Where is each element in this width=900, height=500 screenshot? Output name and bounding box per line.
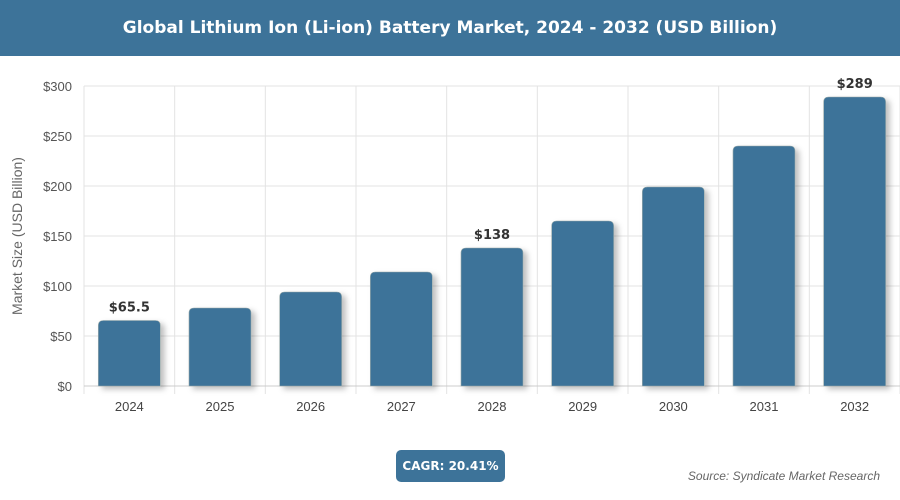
bar-2030: [642, 186, 705, 387]
x-tick-label: 2025: [206, 399, 235, 414]
y-tick-label: $300: [43, 79, 72, 94]
bar-2028: [460, 247, 524, 387]
cagr-badge: CAGR: 20.41%: [396, 450, 505, 482]
x-tick-label: 2028: [478, 399, 507, 414]
x-tick-label: 2026: [296, 399, 325, 414]
data-label-2024: $65.5: [109, 301, 150, 316]
data-label-2028: $138: [474, 228, 510, 243]
source-note: Source: Syndicate Market Research: [687, 469, 880, 483]
data-label-2032: $289: [837, 77, 873, 92]
bar-2032: [823, 96, 886, 387]
y-tick-label: $100: [43, 279, 72, 294]
y-tick-label: $0: [58, 379, 72, 394]
y-tick-label: $200: [43, 179, 72, 194]
x-tick-label: 2029: [568, 399, 597, 414]
x-tick-label: 2030: [659, 399, 688, 414]
bar-2029: [551, 220, 614, 387]
bar-2024: [98, 320, 161, 387]
x-tick-label: 2024: [115, 399, 144, 414]
y-tick-label: $150: [43, 229, 72, 244]
bar-2027: [370, 271, 433, 387]
y-tick-label: $250: [43, 129, 72, 144]
chart-title: Global Lithium Ion (Li-ion) Battery Mark…: [0, 0, 900, 56]
bar-2025: [188, 307, 252, 387]
y-tick-label: $50: [50, 329, 72, 344]
bar-chart: $0 $50 $100 $150 $200 $250 $300 Market Size (US…: [9, 77, 900, 414]
x-tick-label: 2027: [387, 399, 416, 414]
bar-2031: [732, 145, 796, 387]
x-tick-label: 2031: [750, 399, 779, 414]
y-axis-title: Market Size (USD Billion): [9, 157, 25, 315]
bar-2026: [279, 291, 342, 387]
x-tick-label: 2032: [840, 399, 869, 414]
